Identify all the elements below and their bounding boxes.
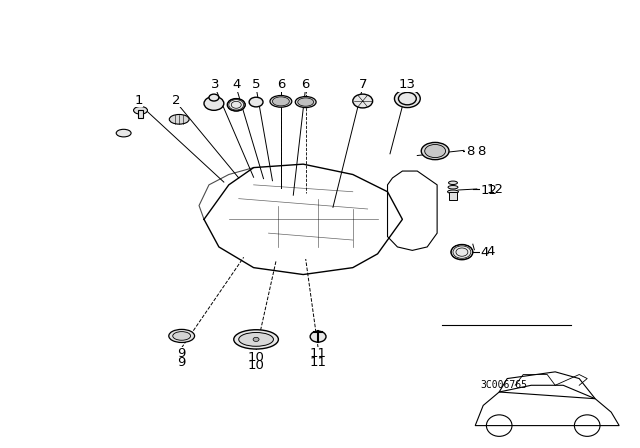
Circle shape — [399, 92, 416, 105]
Text: 2: 2 — [172, 94, 181, 107]
Text: 9: 9 — [177, 356, 186, 369]
Circle shape — [451, 245, 473, 260]
Text: 11: 11 — [310, 356, 326, 369]
Text: 9: 9 — [177, 347, 186, 360]
Ellipse shape — [448, 185, 458, 189]
Ellipse shape — [298, 98, 314, 106]
Ellipse shape — [447, 190, 458, 194]
Circle shape — [394, 90, 420, 108]
Ellipse shape — [273, 97, 289, 106]
Ellipse shape — [169, 115, 189, 124]
Ellipse shape — [134, 107, 147, 114]
Text: 6: 6 — [301, 78, 310, 91]
Text: 8: 8 — [466, 145, 474, 158]
Text: 5: 5 — [252, 78, 260, 91]
Text: 12: 12 — [486, 183, 504, 196]
Bar — [138, 110, 143, 118]
Ellipse shape — [234, 330, 278, 349]
Ellipse shape — [421, 142, 449, 159]
Circle shape — [209, 94, 219, 101]
Text: 3C006765: 3C006765 — [481, 380, 527, 390]
Text: 3: 3 — [211, 78, 219, 91]
Ellipse shape — [116, 129, 131, 137]
Circle shape — [249, 97, 263, 107]
Text: 4: 4 — [481, 246, 489, 258]
Circle shape — [227, 99, 245, 111]
Circle shape — [353, 94, 372, 108]
Ellipse shape — [239, 332, 273, 346]
Text: 13: 13 — [399, 78, 416, 91]
Text: 12: 12 — [481, 184, 498, 197]
Text: 8: 8 — [477, 145, 485, 158]
Text: 10: 10 — [248, 359, 264, 372]
Text: 11: 11 — [310, 347, 326, 360]
Circle shape — [253, 337, 259, 341]
Ellipse shape — [425, 145, 445, 158]
Ellipse shape — [270, 95, 292, 107]
Text: 10: 10 — [248, 351, 264, 364]
Circle shape — [204, 96, 224, 110]
Circle shape — [310, 331, 326, 342]
Ellipse shape — [169, 329, 195, 342]
Ellipse shape — [449, 181, 458, 185]
Bar — [449, 192, 457, 200]
Text: 7: 7 — [358, 78, 367, 91]
Ellipse shape — [295, 96, 316, 108]
Text: 1: 1 — [134, 94, 143, 107]
Text: 4: 4 — [232, 78, 241, 91]
Text: 6: 6 — [276, 78, 285, 91]
Text: 4: 4 — [486, 245, 495, 258]
Ellipse shape — [173, 332, 191, 340]
